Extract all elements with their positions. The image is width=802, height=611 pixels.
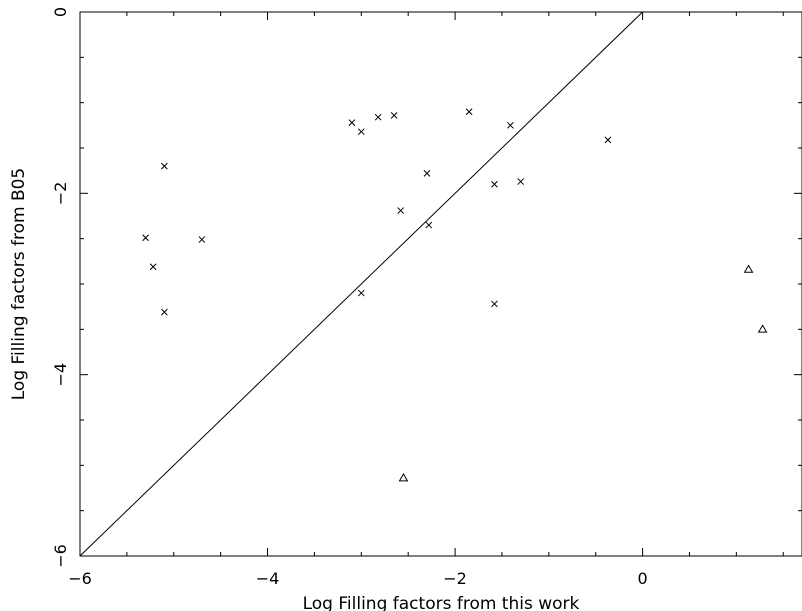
cross-marker — [604, 136, 612, 144]
cross-marker — [517, 178, 525, 185]
cross-marker — [142, 234, 149, 242]
cross-marker — [491, 180, 498, 188]
cross-marker — [198, 236, 206, 243]
data-points — [142, 108, 768, 482]
cross-marker — [507, 121, 514, 129]
x-tick-label: 0 — [638, 569, 648, 588]
triangle-marker — [743, 264, 754, 273]
cross-marker — [357, 128, 365, 136]
cross-marker — [149, 263, 157, 271]
cross-marker — [390, 112, 398, 119]
y-tick-label: −4 — [51, 363, 70, 387]
cross-marker — [397, 207, 405, 214]
triangle-marker — [398, 473, 409, 482]
y-tick-label: −2 — [51, 182, 70, 206]
plot-frame — [79, 11, 802, 557]
cross-marker — [161, 308, 168, 316]
x-tick-label: −6 — [68, 569, 92, 588]
x-tick-label: −2 — [443, 569, 467, 588]
cross-marker — [161, 162, 168, 170]
y-axis-label: Log Filling factors from B05 — [9, 168, 29, 401]
cross-marker — [423, 170, 431, 177]
cross-marker — [374, 113, 382, 121]
x-tick-label: −4 — [256, 569, 280, 588]
x-axis-label: Log Filling factors from this work — [303, 594, 580, 611]
cross-marker — [348, 119, 356, 126]
cross-marker — [357, 289, 365, 297]
cross-marker — [491, 300, 498, 308]
triangle-marker — [757, 324, 768, 333]
y-tick-label: −6 — [51, 544, 70, 568]
cross-marker — [465, 108, 473, 116]
cross-marker — [425, 221, 433, 229]
y-tick-label: 0 — [51, 7, 70, 17]
axis-ticks: −6 −4 −2 0 −6 −4 −2 0 — [51, 7, 802, 588]
identity-line — [79, 11, 643, 557]
